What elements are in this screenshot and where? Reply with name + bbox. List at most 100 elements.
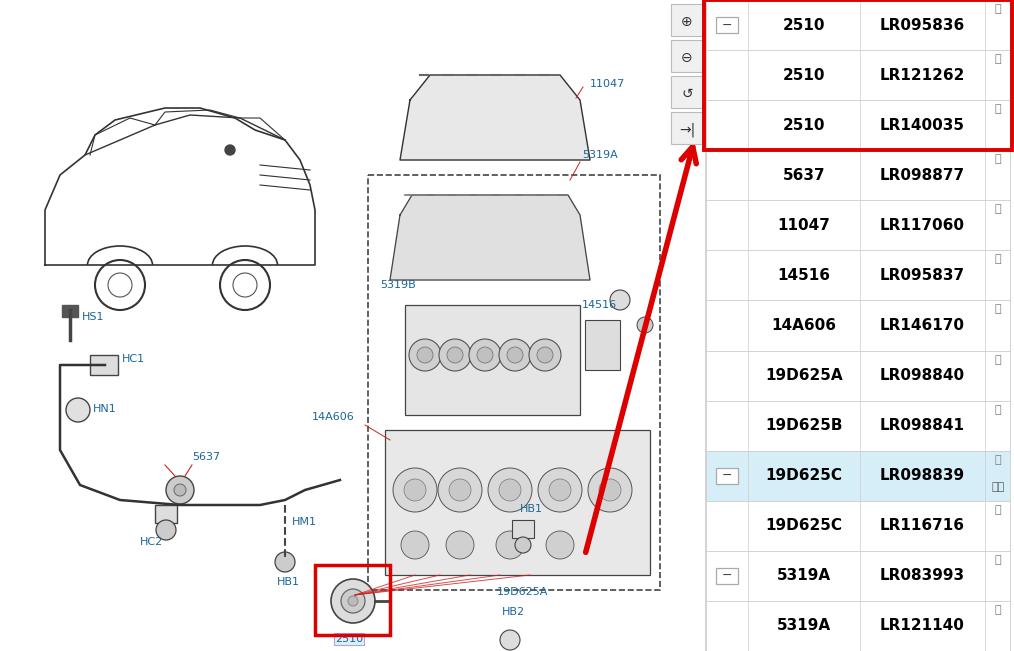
Bar xyxy=(671,40,703,72)
Bar xyxy=(704,0,1012,150)
Text: ⎙: ⎙ xyxy=(994,4,1001,14)
Circle shape xyxy=(447,347,463,363)
Text: ⎙: ⎙ xyxy=(994,555,1001,565)
Circle shape xyxy=(538,468,582,512)
Circle shape xyxy=(599,479,621,501)
Text: ⎙: ⎙ xyxy=(994,104,1001,114)
Text: HB1: HB1 xyxy=(520,504,544,514)
Text: ⎙: ⎙ xyxy=(994,355,1001,365)
Text: ⊕: ⊕ xyxy=(681,15,693,29)
Text: LR146170: LR146170 xyxy=(880,318,965,333)
Text: ⎙: ⎙ xyxy=(994,405,1001,415)
Text: ⎙: ⎙ xyxy=(994,454,1001,465)
Text: ⎙: ⎙ xyxy=(994,505,1001,515)
Bar xyxy=(155,505,177,523)
Text: 11047: 11047 xyxy=(778,218,830,233)
Bar xyxy=(671,112,703,144)
Text: ⎙: ⎙ xyxy=(994,605,1001,615)
Text: 19D625A: 19D625A xyxy=(497,587,549,597)
Bar xyxy=(706,201,1010,251)
Text: ⎙: ⎙ xyxy=(994,54,1001,64)
Circle shape xyxy=(499,479,521,501)
Bar xyxy=(315,565,390,635)
Circle shape xyxy=(225,145,235,155)
Bar xyxy=(671,76,703,108)
Text: 纠错: 纠错 xyxy=(992,482,1005,492)
Text: LR083993: LR083993 xyxy=(880,568,965,583)
Circle shape xyxy=(393,468,437,512)
Text: 5319A: 5319A xyxy=(777,618,831,633)
Bar xyxy=(706,150,1010,201)
Bar xyxy=(706,601,1010,651)
Circle shape xyxy=(537,347,553,363)
Text: LR116716: LR116716 xyxy=(880,518,965,533)
Circle shape xyxy=(449,479,470,501)
Circle shape xyxy=(488,468,532,512)
Text: 5637: 5637 xyxy=(783,168,825,183)
Text: 14A606: 14A606 xyxy=(772,318,837,333)
Bar xyxy=(671,4,703,36)
Bar xyxy=(706,350,1010,400)
Circle shape xyxy=(499,339,531,371)
Circle shape xyxy=(446,531,474,559)
Circle shape xyxy=(546,531,574,559)
Text: 11047: 11047 xyxy=(590,79,626,89)
Text: LR117060: LR117060 xyxy=(880,218,965,233)
Text: 14516: 14516 xyxy=(582,300,618,310)
Bar xyxy=(716,17,738,33)
Circle shape xyxy=(401,531,429,559)
Circle shape xyxy=(637,317,653,333)
Circle shape xyxy=(331,579,375,623)
Text: 2510: 2510 xyxy=(783,68,825,83)
Text: ⎙: ⎙ xyxy=(994,154,1001,164)
Text: ⊖: ⊖ xyxy=(681,51,693,65)
Text: −: − xyxy=(722,570,732,583)
Text: HC1: HC1 xyxy=(122,354,145,364)
Text: 19D625B: 19D625B xyxy=(766,418,843,433)
Circle shape xyxy=(529,339,561,371)
Circle shape xyxy=(341,589,365,613)
Bar xyxy=(405,305,580,415)
Text: LR140035: LR140035 xyxy=(880,118,965,133)
Text: 5319A: 5319A xyxy=(582,150,618,160)
Circle shape xyxy=(477,347,493,363)
Circle shape xyxy=(348,596,358,606)
Text: 14516: 14516 xyxy=(778,268,830,283)
Bar xyxy=(706,400,1010,450)
Text: 19D625A: 19D625A xyxy=(766,368,843,383)
Text: −: − xyxy=(722,469,732,482)
Text: LR095837: LR095837 xyxy=(880,268,965,283)
Text: HM1: HM1 xyxy=(292,517,317,527)
Text: 2510: 2510 xyxy=(335,634,363,644)
Text: 19D625C: 19D625C xyxy=(766,518,843,533)
Text: 5319B: 5319B xyxy=(380,280,416,290)
Circle shape xyxy=(610,290,630,310)
Circle shape xyxy=(515,537,531,553)
Circle shape xyxy=(496,531,524,559)
Bar xyxy=(706,0,1010,50)
Text: ↺: ↺ xyxy=(681,87,693,101)
Text: HN1: HN1 xyxy=(93,404,117,414)
Circle shape xyxy=(500,630,520,650)
Text: HC2: HC2 xyxy=(140,537,163,547)
Circle shape xyxy=(438,468,482,512)
Circle shape xyxy=(404,479,426,501)
Text: −: − xyxy=(722,18,732,31)
Circle shape xyxy=(156,520,176,540)
Bar xyxy=(706,251,1010,301)
Circle shape xyxy=(507,347,523,363)
Bar xyxy=(90,355,118,375)
Polygon shape xyxy=(390,195,590,280)
Bar xyxy=(706,551,1010,601)
Circle shape xyxy=(275,552,295,572)
Text: HB2: HB2 xyxy=(502,607,525,617)
Text: LR121262: LR121262 xyxy=(880,68,965,83)
Bar xyxy=(706,450,1010,501)
Text: LR098839: LR098839 xyxy=(880,468,965,483)
Circle shape xyxy=(174,484,186,496)
Text: LR098841: LR098841 xyxy=(880,418,965,433)
Text: 2510: 2510 xyxy=(783,18,825,33)
Text: 5319A: 5319A xyxy=(777,568,831,583)
Bar xyxy=(512,520,534,538)
Bar xyxy=(706,301,1010,350)
